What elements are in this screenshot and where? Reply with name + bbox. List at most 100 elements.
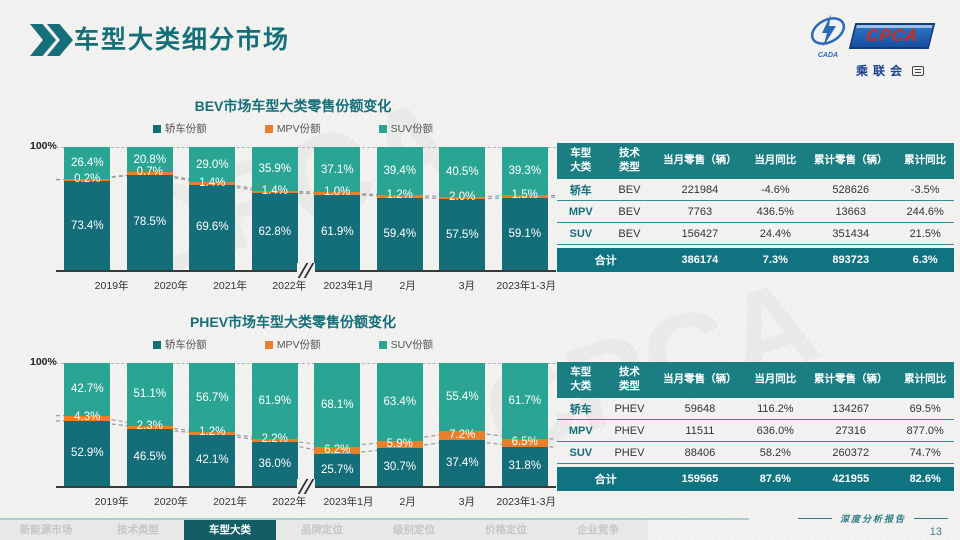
bar-slot: 39.3% 59.1% 1.5% <box>494 147 557 270</box>
table-row: 轿车 BEV 221984 -4.6% 528626 -3.5% <box>557 179 954 201</box>
segment-value-label: 59.4% <box>383 227 417 240</box>
legend-label: 轿车份额 <box>164 123 207 135</box>
cpca-emblem-icon: CADA <box>810 14 846 59</box>
table-total-row: 合计 386174 7.3% 893723 6.3% <box>557 248 954 272</box>
cpca-logo: CADA CPCA 乘联会 <box>808 12 948 78</box>
stacked-bar: 26.4% 73.4% <box>64 147 111 270</box>
bar-segment-mpv <box>251 190 298 194</box>
segment-value-label: 30.7% <box>383 461 417 474</box>
table-header-cell: 当月零售（辆） <box>663 154 737 167</box>
bar-segment-suv: 61.7% <box>501 363 548 439</box>
legend-label: SUV份额 <box>390 123 434 135</box>
segment-value-label: 61.7% <box>508 394 542 407</box>
x-axis-labels: 2019年 2020年 2021年 2022年 2023年1月 2月 3月 2023年1-3月 <box>82 488 556 509</box>
segment-value-label: 55.4% <box>445 391 479 404</box>
bar-segment-sedan: 57.5% <box>439 199 486 270</box>
table-cell: 877.0% <box>906 424 944 437</box>
legend-swatch-icon <box>264 124 273 133</box>
table-cell: 528626 <box>832 183 870 196</box>
nav-tab-1[interactable]: 技术类型 <box>117 524 159 536</box>
table-cell: 436.5% <box>756 205 794 218</box>
bars-row: 26.4% 73.4% 0.2% 20.8% 78.5% 0.7% 29.0% 69.6% 1.… <box>56 147 556 270</box>
table-cell: -3.5% <box>910 183 940 196</box>
legend-label: SUV份额 <box>390 339 434 351</box>
x-axis-tick-label: 2020年 <box>153 496 188 508</box>
x-axis-tick-label: 2月 <box>399 496 416 508</box>
table-cell: PHEV <box>614 402 645 415</box>
table-total-cell: 159565 <box>681 473 719 485</box>
table-cell: 221984 <box>681 183 719 196</box>
stacked-bar: 55.4% 37.4% <box>439 363 486 486</box>
segment-value-label: 52.9% <box>70 447 104 460</box>
table-cell: 69.5% <box>909 402 941 415</box>
x-axis-tick-label: 2023年1-3月 <box>496 280 556 292</box>
bar-segment-suv: 42.7% <box>64 363 111 416</box>
stacked-bar: 42.7% 52.9% <box>64 363 111 486</box>
legend-swatch-icon <box>152 340 161 349</box>
segment-value-label: 69.6% <box>195 221 229 234</box>
table-cell: 13663 <box>835 205 867 218</box>
bar-segment-sedan: 59.1% <box>501 197 548 270</box>
phev-share-chart: PHEV市场车型大类零售份额变化 轿车份额 MPV份额 SUV份额 100% 42.… <box>30 312 556 509</box>
nav-tab-6[interactable]: 企业竞争 <box>577 524 619 536</box>
nav-tab-5[interactable]: 价格定位 <box>485 524 527 536</box>
legend-label: MPV份额 <box>276 339 321 351</box>
table-cell: -4.6% <box>760 183 790 196</box>
segment-value-label: 73.4% <box>70 219 104 232</box>
stacked-bar: 20.8% 78.5% <box>126 147 173 270</box>
table-cell: BEV <box>618 227 641 240</box>
legend-swatch-icon <box>378 340 387 349</box>
table-cell: 7763 <box>687 205 713 218</box>
table-header-cell: 累计同比 <box>904 373 947 386</box>
stacked-bar: 39.3% 59.1% <box>501 147 548 270</box>
segment-value-label: 29.0% <box>195 158 229 171</box>
nav-tab-4[interactable]: 级别定位 <box>393 524 435 536</box>
nav-tab-2[interactable]: 车型大类 <box>184 520 276 540</box>
mpv-value-label: 4.3% <box>74 411 101 424</box>
nav-tab-3[interactable]: 品牌定位 <box>301 524 343 536</box>
bar-segment-sedan: 37.4% <box>439 440 486 486</box>
bar-slot: 61.9% 36.0% 2.2% <box>244 363 307 486</box>
bar-segment-suv: 56.7% <box>189 363 236 433</box>
mpv-value-label: 1.4% <box>199 176 226 189</box>
bar-segment-mpv <box>189 432 236 435</box>
mpv-value-label: 2.0% <box>449 190 476 203</box>
table-cell: 156427 <box>681 227 719 240</box>
segment-value-label: 35.9% <box>258 162 292 175</box>
nav-tab-0[interactable]: 新能源市场 <box>19 524 73 536</box>
bars-row: 42.7% 52.9% 4.3% 51.1% 46.5% 2.3% 56.7% 42.1% 1.… <box>56 363 556 486</box>
table-cell: 轿车 <box>569 403 592 416</box>
bar-slot: 37.1% 61.9% 1.0% <box>306 147 369 270</box>
cpca-chinese-name: 乘联会 <box>856 64 908 78</box>
table-total-row: 合计 159565 87.6% 421955 82.6% <box>557 467 954 491</box>
bar-segment-sedan: 78.5% <box>126 174 173 270</box>
report-label: 深度分析报告 <box>798 512 948 525</box>
table-cell: BEV <box>618 205 641 218</box>
segment-value-label: 78.5% <box>133 216 167 229</box>
table-total-cell: 87.6% <box>759 473 791 485</box>
table-cell: 244.6% <box>906 205 944 218</box>
bar-segment-sedan: 69.6% <box>189 184 236 270</box>
table-cell: PHEV <box>614 424 645 437</box>
page-number: 13 <box>929 526 942 538</box>
bar-segment-sedan: 73.4% <box>64 181 111 270</box>
legend-item: MPV份额 <box>264 121 321 136</box>
bar-slot: 20.8% 78.5% 0.7% <box>119 147 182 270</box>
bar-segment-suv: 37.1% <box>314 147 361 193</box>
bar-segment-sedan: 25.7% <box>314 454 361 486</box>
bar-segment-sedan: 62.8% <box>251 193 298 270</box>
footer-divider <box>0 518 749 520</box>
bar-segment-mpv <box>64 178 111 182</box>
bar-segment-mpv <box>439 431 486 440</box>
print-icon <box>912 65 925 76</box>
plot-area: 42.7% 52.9% 4.3% 51.1% 46.5% 2.3% 56.7% 42.1% 1.… <box>56 363 556 494</box>
bar-segment-mpv <box>126 425 173 429</box>
mpv-value-label: 2.3% <box>136 420 163 433</box>
bar-segment-sedan: 61.9% <box>314 194 361 270</box>
legend-swatch-icon <box>264 340 273 349</box>
segment-value-label: 46.5% <box>133 451 167 464</box>
bar-segment-sedan: 59.4% <box>376 197 423 270</box>
table-total-cell: 合计 <box>594 255 617 267</box>
chart-legend: 轿车份额 MPV份额 SUV份额 <box>30 121 556 136</box>
bar-segment-sedan: 36.0% <box>251 441 298 486</box>
